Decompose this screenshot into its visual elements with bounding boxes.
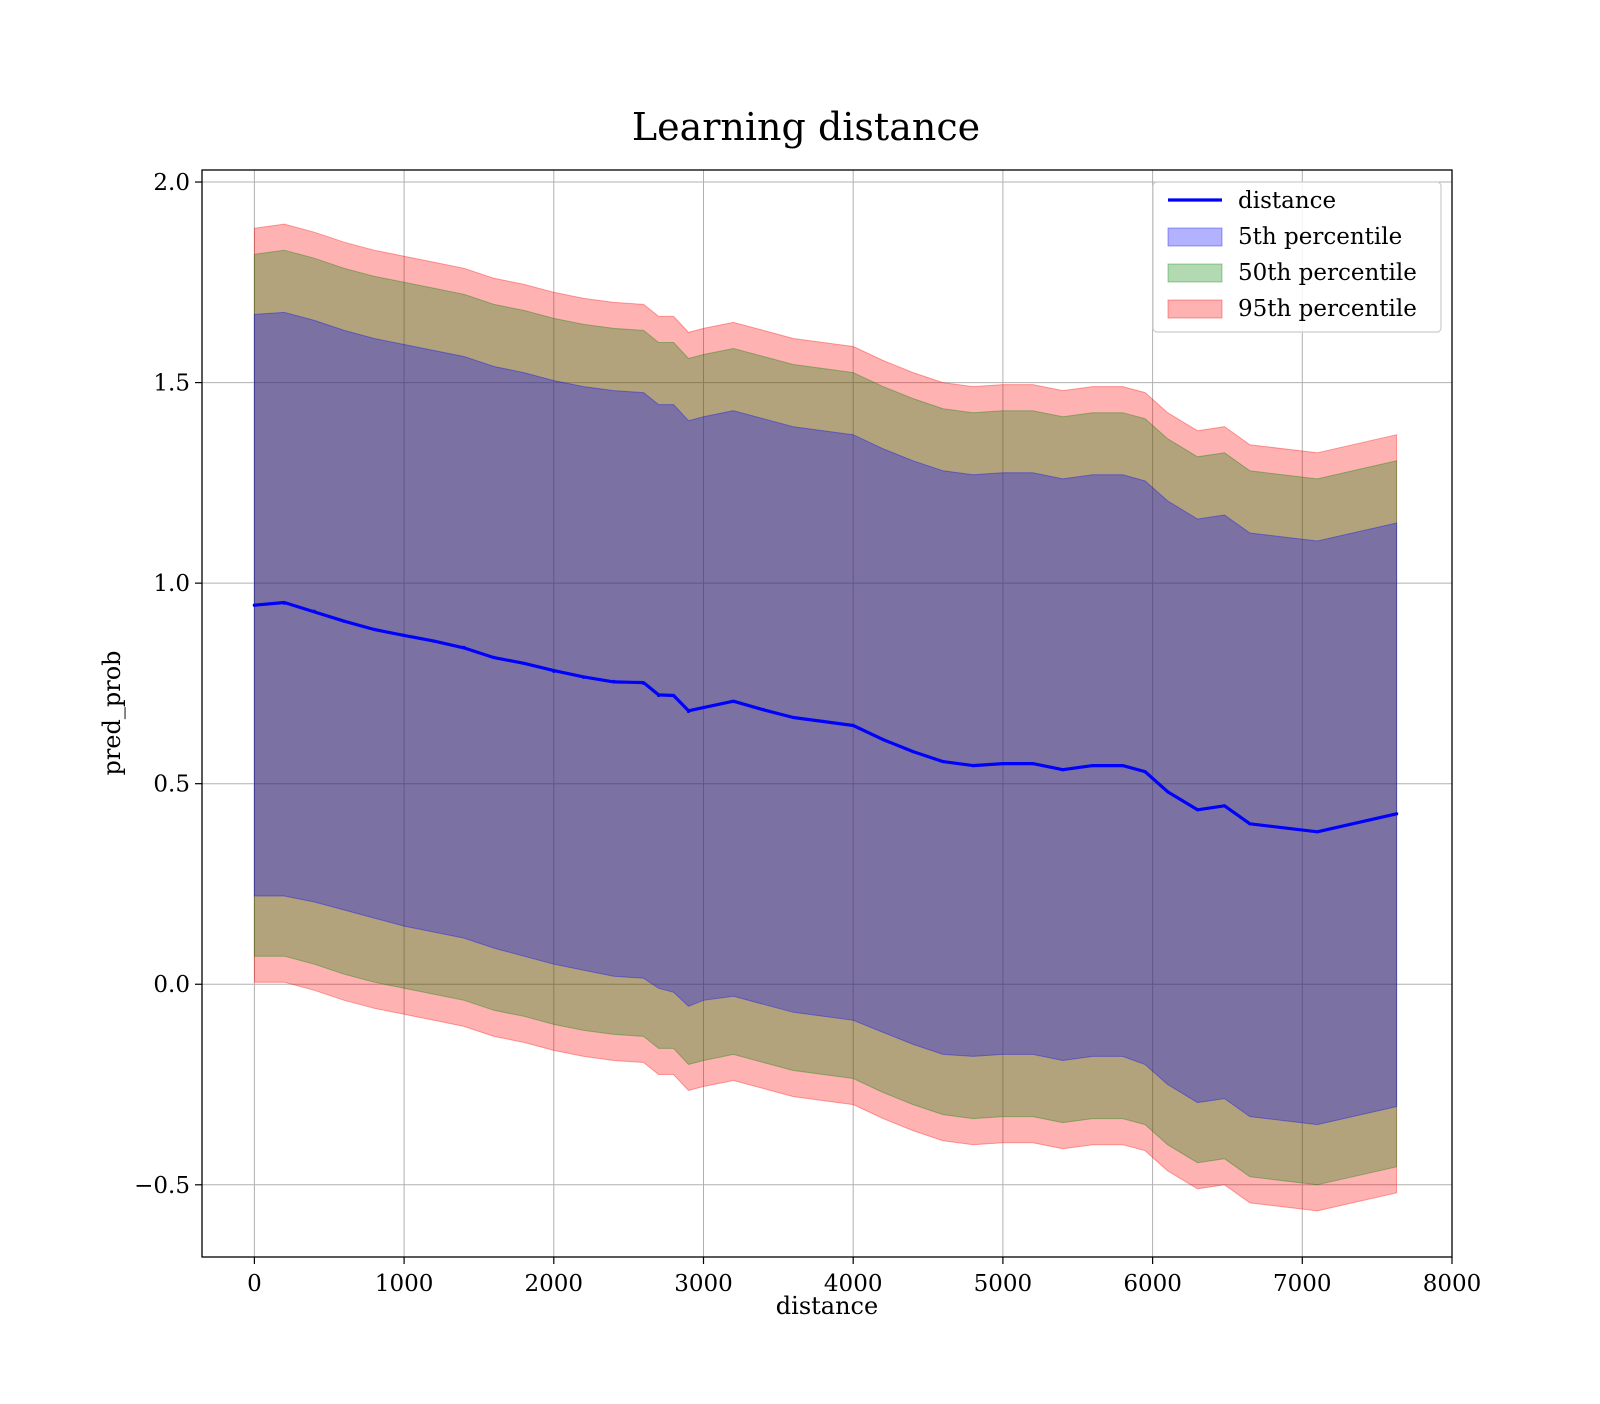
x-tick-label-6: 6000 [1123,1271,1182,1297]
data-point [1091,764,1095,768]
legend-box [1152,181,1442,333]
data-point [911,750,915,754]
data-point [582,675,586,680]
plot-area [201,169,1453,1258]
data-point [642,681,646,686]
data-point [791,715,795,720]
data-point [432,639,436,643]
legend-item-5th-percentile: 5th percentile [1167,224,1402,250]
data-point [1143,770,1147,774]
data-point [252,603,256,607]
data-point [1195,808,1200,812]
data-point [1121,764,1125,768]
x-tick-label-4: 4000 [824,1271,883,1297]
legend-swatch-patch [1167,263,1223,283]
legend-swatch-patch [1167,227,1223,247]
data-point [552,669,556,674]
data-point [821,719,825,724]
x-tick-label-0: 0 [247,1271,262,1297]
x-tick-label-7: 7000 [1273,1271,1332,1297]
data-point [282,601,286,605]
data-point [1395,812,1399,816]
x-tick-label-8: 8000 [1423,1271,1482,1297]
legend-label: distance [1238,188,1336,214]
legend-item-distance: distance [1168,188,1336,214]
data-point [1222,804,1227,808]
y-tick-label-1: 0.0 [153,972,190,998]
plot-background [202,170,1452,1257]
grid-lines [202,170,1453,1257]
data-point [971,764,975,768]
data-point [522,661,526,666]
legend-swatch-patch [1167,299,1223,319]
y-tick-label-2: 0.5 [153,772,190,798]
legend-items: distance 5th percentile 50th percentile 95t… [1167,188,1417,322]
x-tick-label-5: 5000 [974,1271,1033,1297]
data-point [1248,822,1252,826]
data-point [851,723,855,728]
data-point [342,619,346,623]
legend-label: 50th percentile [1238,260,1417,286]
band-5th-percentile [253,311,1398,1126]
data-point [686,709,691,714]
data-point [657,693,661,698]
plot-frame [201,169,1453,1258]
data-point [402,633,406,637]
y-tick-label-4: 1.5 [153,371,190,397]
band-50th-percentile [253,249,1398,1186]
data-point [731,699,736,704]
data-point [1315,830,1319,834]
data-point [492,655,496,659]
x-tick-label-1: 1000 [375,1271,434,1297]
y-tick-label-5: 2.0 [153,170,190,196]
y-axis: −0.5 0.0 0.5 1.0 1.5 2.0 [134,170,202,1199]
y-tick-label-0: −0.5 [134,1173,190,1199]
legend: distance 5th percentile 50th percentile 95t… [1152,181,1442,333]
band-95th-percentile [253,223,1398,1212]
data-point [701,705,706,710]
chart-title: Learning distance [632,105,980,149]
data-point [941,760,945,764]
percentile-bands [253,223,1398,1212]
x-axis-label: distance [776,1292,878,1320]
data-point [1061,768,1065,772]
x-tick-label-3: 3000 [674,1271,733,1297]
data-point [881,738,885,742]
data-point [1166,790,1170,794]
data-point [1001,762,1005,766]
legend-item-95th-percentile: 95th percentile [1167,296,1417,322]
data-point [372,627,376,631]
data-point [672,693,676,698]
legend-label: 5th percentile [1238,224,1402,250]
data-point [761,707,766,712]
legend-item-50th-percentile: 50th percentile [1167,260,1417,286]
y-axis-label: pred_prob [98,650,126,775]
x-axis: 0 1000 2000 3000 4000 5000 6000 7000 8000 [247,1257,1481,1297]
y-tick-label-3: 1.0 [153,571,190,597]
data-point [312,609,316,613]
data-point [1031,762,1035,766]
distance-line-layer [252,600,1399,834]
legend-label: 95th percentile [1238,296,1417,322]
data-point [462,645,466,649]
data-point [612,679,616,684]
x-tick-label-2: 2000 [525,1271,584,1297]
